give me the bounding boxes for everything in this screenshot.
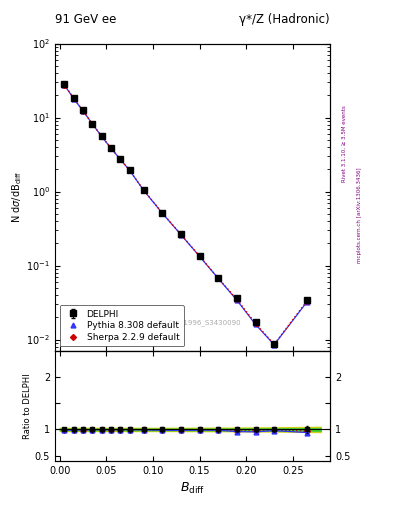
Pythia 8.308 default [62, 82, 67, 88]
Sherpa 2.2.9 default [141, 187, 146, 193]
Pythia 8.308 default [99, 133, 104, 139]
Sherpa 2.2.9 default [272, 342, 277, 348]
Sherpa 2.2.9 default [71, 95, 76, 101]
Pythia 8.308 default [216, 275, 220, 282]
Pythia 8.308 default [235, 297, 239, 303]
Pythia 8.308 default [197, 253, 202, 260]
Text: γ*/Z (Hadronic): γ*/Z (Hadronic) [239, 13, 330, 26]
Text: DELPHI_1996_S3430090: DELPHI_1996_S3430090 [155, 319, 241, 326]
Pythia 8.308 default [178, 231, 183, 238]
Text: Rivet 3.1.10, ≥ 3.5M events: Rivet 3.1.10, ≥ 3.5M events [342, 105, 346, 182]
Sherpa 2.2.9 default [160, 210, 165, 216]
Pythia 8.308 default [272, 342, 277, 348]
Sherpa 2.2.9 default [235, 296, 239, 303]
Pythia 8.308 default [160, 210, 165, 216]
Line: Sherpa 2.2.9 default: Sherpa 2.2.9 default [62, 82, 309, 347]
Pythia 8.308 default [81, 108, 85, 114]
Pythia 8.308 default [71, 96, 76, 102]
Sherpa 2.2.9 default [127, 167, 132, 173]
Pythia 8.308 default [305, 299, 309, 305]
Legend: DELPHI, Pythia 8.308 default, Sherpa 2.2.9 default: DELPHI, Pythia 8.308 default, Sherpa 2.2… [59, 305, 184, 347]
Sherpa 2.2.9 default [216, 275, 220, 281]
Y-axis label: N d$\sigma$/dB$_{\rm diff}$: N d$\sigma$/dB$_{\rm diff}$ [10, 171, 24, 223]
Pythia 8.308 default [90, 121, 95, 127]
Sherpa 2.2.9 default [90, 121, 95, 127]
Pythia 8.308 default [127, 167, 132, 174]
Sherpa 2.2.9 default [81, 108, 85, 114]
Y-axis label: Ratio to DELPHI: Ratio to DELPHI [23, 373, 32, 439]
Pythia 8.308 default [141, 187, 146, 194]
Sherpa 2.2.9 default [178, 231, 183, 238]
Text: 91 GeV ee: 91 GeV ee [55, 13, 116, 26]
Line: Pythia 8.308 default: Pythia 8.308 default [62, 82, 309, 347]
Pythia 8.308 default [253, 322, 258, 328]
Sherpa 2.2.9 default [62, 81, 67, 88]
Pythia 8.308 default [118, 156, 123, 162]
Sherpa 2.2.9 default [197, 253, 202, 259]
Sherpa 2.2.9 default [118, 156, 123, 162]
Text: mcplots.cern.ch [arXiv:1306.3436]: mcplots.cern.ch [arXiv:1306.3436] [357, 167, 362, 263]
X-axis label: $B_{\rm diff}$: $B_{\rm diff}$ [180, 481, 205, 496]
Sherpa 2.2.9 default [253, 321, 258, 327]
Sherpa 2.2.9 default [99, 133, 104, 139]
Sherpa 2.2.9 default [108, 145, 113, 151]
Pythia 8.308 default [108, 145, 113, 151]
Sherpa 2.2.9 default [305, 298, 309, 304]
